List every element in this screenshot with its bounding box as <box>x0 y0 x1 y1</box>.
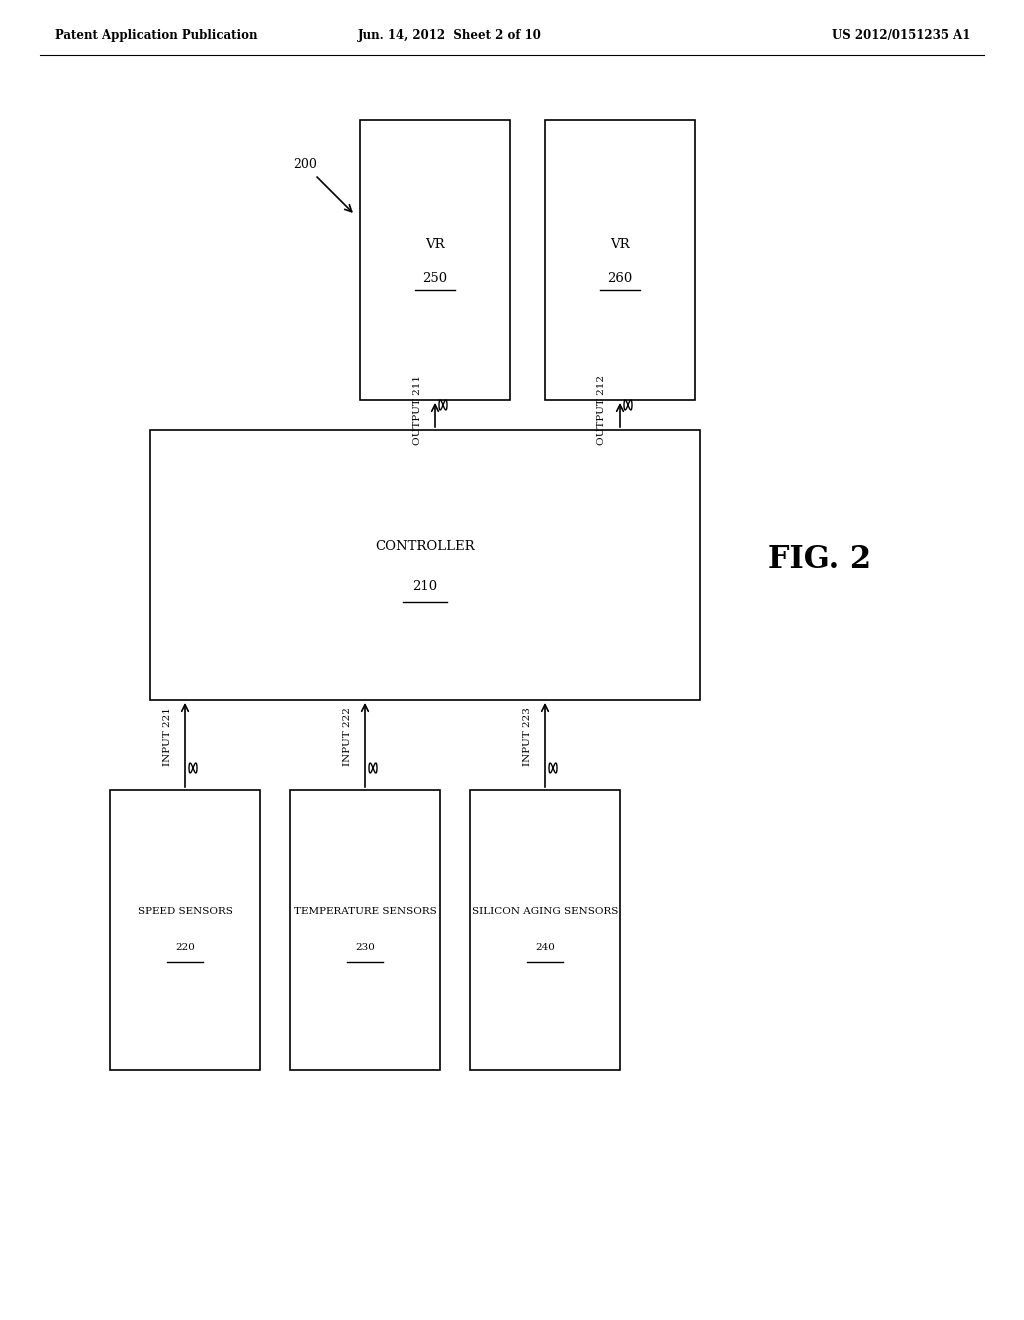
Text: 230: 230 <box>355 944 375 953</box>
Text: 260: 260 <box>607 272 633 285</box>
Text: US 2012/0151235 A1: US 2012/0151235 A1 <box>831 29 970 41</box>
Text: 220: 220 <box>175 944 195 953</box>
Text: VR: VR <box>425 239 444 252</box>
Text: 210: 210 <box>413 581 437 594</box>
Text: Jun. 14, 2012  Sheet 2 of 10: Jun. 14, 2012 Sheet 2 of 10 <box>358 29 542 41</box>
Text: SPEED SENSORS: SPEED SENSORS <box>137 908 232 916</box>
FancyBboxPatch shape <box>360 120 510 400</box>
Text: Patent Application Publication: Patent Application Publication <box>55 29 257 41</box>
FancyBboxPatch shape <box>470 789 620 1071</box>
FancyBboxPatch shape <box>110 789 260 1071</box>
Text: FIG. 2: FIG. 2 <box>768 544 871 576</box>
Text: OUTPUT 212: OUTPUT 212 <box>597 375 606 445</box>
Text: OUTPUT 211: OUTPUT 211 <box>413 375 422 445</box>
Text: INPUT 223: INPUT 223 <box>522 708 531 767</box>
FancyBboxPatch shape <box>545 120 695 400</box>
Text: CONTROLLER: CONTROLLER <box>375 540 475 553</box>
Text: TEMPERATURE SENSORS: TEMPERATURE SENSORS <box>294 908 436 916</box>
FancyBboxPatch shape <box>150 430 700 700</box>
Text: 200: 200 <box>293 158 317 172</box>
FancyBboxPatch shape <box>290 789 440 1071</box>
Text: SILICON AGING SENSORS: SILICON AGING SENSORS <box>472 908 618 916</box>
Text: INPUT 221: INPUT 221 <box>163 708 171 767</box>
Text: 240: 240 <box>536 944 555 953</box>
Text: VR: VR <box>610 239 630 252</box>
Text: 250: 250 <box>423 272 447 285</box>
Text: INPUT 222: INPUT 222 <box>342 708 351 767</box>
